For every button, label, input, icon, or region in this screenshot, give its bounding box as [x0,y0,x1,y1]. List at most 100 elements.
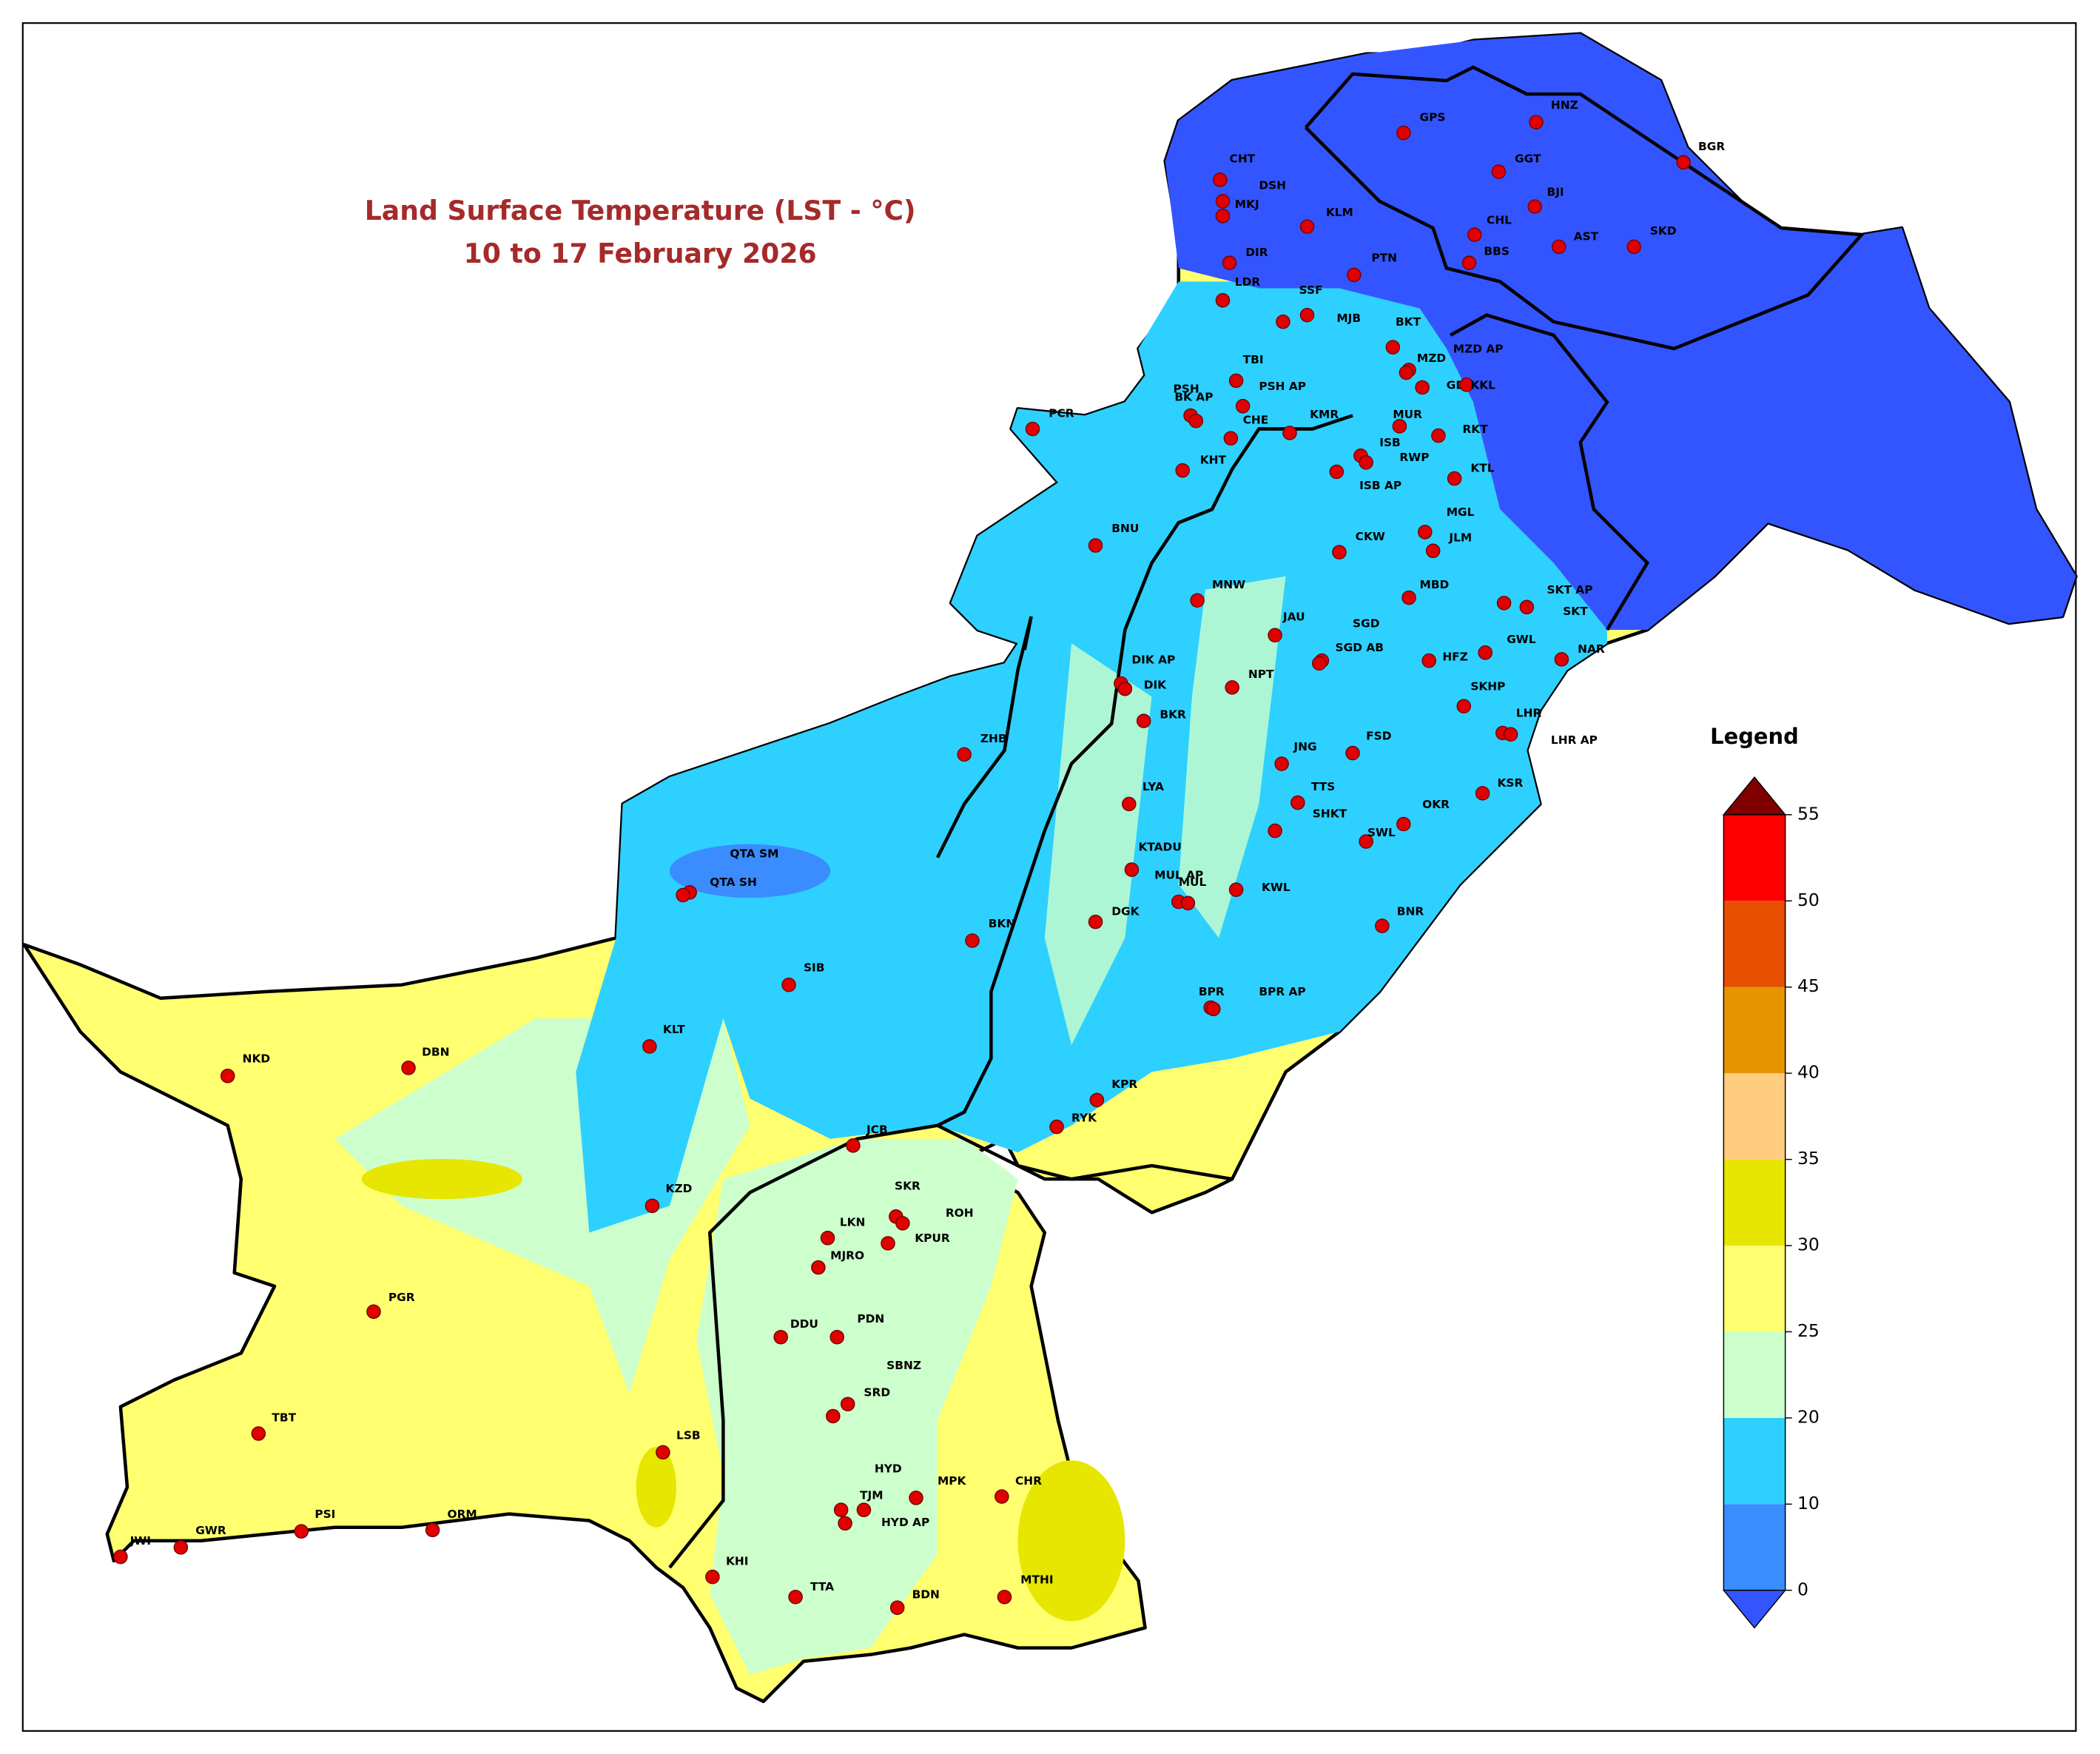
station-dot [1299,219,1315,235]
station-label: MZD [1417,352,1446,365]
station-label: LHR AP [1551,733,1598,747]
station-label: BK AP [1174,391,1213,404]
station-dot [889,1600,905,1616]
colorbar-bin [1723,901,1786,987]
station-dot [811,1260,826,1275]
cold-zone [669,844,831,898]
station-dot [773,1329,788,1345]
station-label: MUR [1393,408,1422,421]
station-dot [1347,267,1362,283]
station-dot [705,1569,720,1585]
station-label: ORM [448,1508,477,1521]
station-label: KPUR [915,1232,950,1245]
station-label: KHT [1200,454,1227,467]
cold-zone [1165,33,2076,631]
station-label: CHL [1487,214,1512,227]
colorbar-outline [1723,814,1786,1591]
station-label: FSD [1366,729,1391,742]
station-label: BKT [1396,315,1421,329]
station-dot [1475,786,1490,801]
station-dot [826,1408,841,1424]
station-dot [838,1516,852,1531]
station-dot [1274,756,1289,771]
colorbar-tick-label: 40 [1797,1062,1820,1083]
station-dot [220,1069,235,1083]
station-label: MNW [1212,578,1245,591]
station-dot [881,1236,895,1251]
station-label: JNG [1293,740,1316,753]
station-dot [965,933,980,948]
station-dot [1552,239,1566,255]
station-label: GWL [1507,633,1536,646]
station-label: SKHP [1470,680,1505,693]
station-label: BNR [1397,905,1424,918]
station-label: MJB [1336,312,1361,325]
station-label: SGD [1353,616,1379,630]
station-label: PSI [314,1508,335,1521]
country [22,32,2078,1704]
station-label: TBI [1243,353,1264,366]
station-label: MJRO [830,1249,864,1263]
station-dot [1359,834,1373,849]
station-dot [997,1590,1012,1605]
station-label: TJM [860,1489,884,1502]
station-label: SKT AP [1547,583,1592,597]
station-dot [995,1489,1009,1504]
colorbar-tick-label: 20 [1797,1406,1820,1427]
station-label: MTHI [1020,1573,1053,1587]
colorbar-bin [1723,1159,1786,1246]
station-label: NAR [1578,642,1605,656]
station-label: RWP [1399,451,1429,464]
colorbar-bin [1723,1331,1786,1418]
colorbar-bin [1723,1073,1786,1160]
station-dot [1228,882,1244,897]
station-dot [1676,155,1691,170]
station-dot [1375,918,1390,933]
station-dot [846,1138,861,1153]
station-label: DIK AP [1131,653,1175,666]
station-dot [1223,431,1239,446]
station-label: CHR [1015,1474,1042,1488]
colorbar-bin [1723,1504,1786,1590]
province-border [935,616,1033,858]
station-label: ISB AP [1359,479,1401,492]
station-dot [1215,293,1231,308]
province-border [1304,65,1865,351]
station-label: BPR AP [1259,985,1305,998]
station-label: BBS [1484,244,1510,258]
station-label: SRD [864,1385,890,1399]
station-dot [642,1039,657,1054]
station-label: KPR [1111,1078,1137,1091]
colorbar-tick-label: 25 [1797,1320,1820,1341]
station-dot [1467,227,1482,242]
station-dot [1431,428,1446,443]
station-dot [1124,862,1140,877]
station-dot [113,1549,128,1565]
station-label: LKN [840,1215,866,1229]
station-dot [1418,525,1433,540]
station-label: TTS [1311,780,1335,793]
station-label: PSH AP [1259,380,1306,393]
station-label: BDN [912,1588,940,1602]
station-label: LYA [1142,780,1164,793]
station-label: JWI [129,1534,151,1548]
station-label: DDU [790,1317,818,1331]
station-dot [1491,164,1507,179]
station-label: KLT [663,1023,685,1036]
station-label: ROH [946,1206,974,1220]
station-label: AST [1574,229,1599,243]
station-label: KHI [726,1554,749,1567]
station-label: GPS [1420,110,1446,124]
station-label: LHR [1516,707,1542,720]
station-dot [1312,656,1327,671]
station-dot [1025,421,1040,437]
station-dot [1088,538,1103,553]
station-label: PDN [857,1312,884,1325]
station-dot [1626,239,1641,255]
station-dot [656,1445,670,1460]
station-label: LSB [676,1428,701,1442]
station-label: DGK [1111,905,1140,918]
